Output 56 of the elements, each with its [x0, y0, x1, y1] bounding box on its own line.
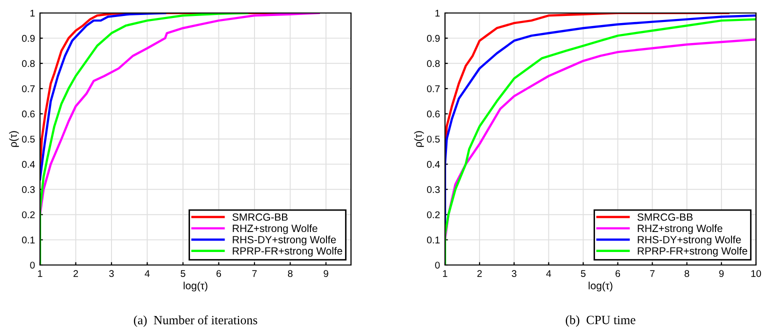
y-tick-label: 0.2	[22, 211, 35, 218]
y-tick-label: 1	[435, 10, 440, 17]
x-tick-label: 1	[38, 270, 42, 277]
x-tick-label: 8	[684, 270, 690, 277]
legend-label: RPRP-FR+strong Wolfe	[232, 246, 342, 257]
y-tick-label: 0.2	[427, 211, 440, 218]
y-tick-label: 0.4	[22, 160, 35, 168]
x-axis-title: log(τ)	[184, 282, 208, 292]
legend-label: RHZ+strong Wolfe	[638, 224, 722, 234]
y-tick-label: 0.1	[22, 236, 35, 244]
y-tick-label: 0.3	[22, 186, 35, 194]
legend-label: RPRP-FR+strong Wolfe	[638, 246, 748, 257]
x-tick-label: 3	[512, 270, 516, 277]
x-tick-label: 5	[580, 270, 586, 277]
x-tick-label: 7	[252, 270, 257, 277]
y-tick-label: 0.9	[22, 34, 35, 42]
x-tick-label: 9	[719, 270, 724, 277]
y-tick-label: 0	[30, 262, 35, 269]
line-series	[40, 13, 166, 180]
x-tick-label: 3	[109, 270, 114, 277]
legend-label: SMRCG-BB	[232, 213, 288, 221]
legend-label: RHS-DY+strong Wolfe	[638, 236, 741, 246]
x-tick-label: 6	[616, 270, 620, 277]
x-tick-label: 10	[751, 270, 762, 277]
x-tick-label: 4	[546, 270, 552, 277]
x-tick-label: 7	[650, 270, 655, 277]
x-axis-title: log(τ)	[588, 282, 612, 292]
legend-label: RHS-DY+strong Wolfe	[232, 236, 336, 246]
x-tick-label: 1	[443, 270, 448, 277]
y-tick-label: 0.6	[427, 110, 440, 118]
y-tick-label: 0.3	[427, 186, 440, 194]
x-tick-label: 9	[324, 270, 328, 277]
y-axis-title: ρ(τ)	[414, 131, 424, 147]
x-tick-label: 5	[180, 270, 186, 277]
y-tick-label: 1	[30, 10, 35, 17]
x-tick-label: 4	[144, 270, 150, 277]
x-tick-label: 2	[477, 270, 482, 277]
y-tick-label: 0.4	[427, 160, 440, 168]
text: (a) Number of iterations	[134, 315, 258, 327]
x-tick-label: 2	[74, 270, 78, 277]
y-tick-label: 0.7	[22, 85, 35, 92]
y-tick-label: 0.5	[427, 136, 440, 143]
legend-label: RHZ+strong Wolfe	[232, 224, 318, 234]
y-tick-label: 0.8	[22, 60, 35, 68]
y-axis-title: ρ(τ)	[9, 131, 19, 147]
y-tick-label: 0.6	[22, 110, 35, 118]
y-tick-label: 0.7	[427, 85, 440, 92]
legend-label: SMRCG-BB	[637, 213, 693, 221]
x-tick-label: 6	[216, 270, 222, 277]
y-tick-label: 0.8	[427, 60, 440, 68]
y-tick-label: 0.1	[427, 236, 440, 244]
y-tick-label: 0.5	[22, 136, 35, 143]
x-tick-label: 8	[288, 270, 293, 277]
text: (b) CPU time	[566, 315, 636, 327]
y-tick-label: 0	[435, 262, 440, 269]
y-tick-label: 0.9	[427, 34, 440, 42]
